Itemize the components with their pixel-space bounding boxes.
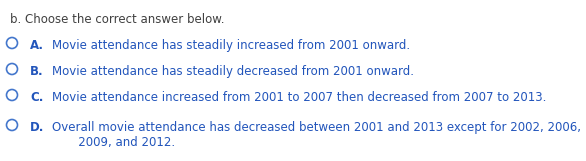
- Text: Movie attendance has steadily decreased from 2001 onward.: Movie attendance has steadily decreased …: [52, 65, 414, 78]
- Text: A.: A.: [30, 39, 44, 52]
- Text: Movie attendance has steadily increased from 2001 onward.: Movie attendance has steadily increased …: [52, 39, 410, 52]
- Text: B.: B.: [30, 65, 43, 78]
- Text: C.: C.: [30, 91, 43, 104]
- Text: Movie attendance increased from 2001 to 2007 then decreased from 2007 to 2013.: Movie attendance increased from 2001 to …: [52, 91, 546, 104]
- Text: Overall movie attendance has decreased between 2001 and 2013 except for 2002, 20: Overall movie attendance has decreased b…: [52, 121, 581, 149]
- Text: b. Choose the correct answer below.: b. Choose the correct answer below.: [10, 13, 224, 26]
- Text: D.: D.: [30, 121, 45, 134]
